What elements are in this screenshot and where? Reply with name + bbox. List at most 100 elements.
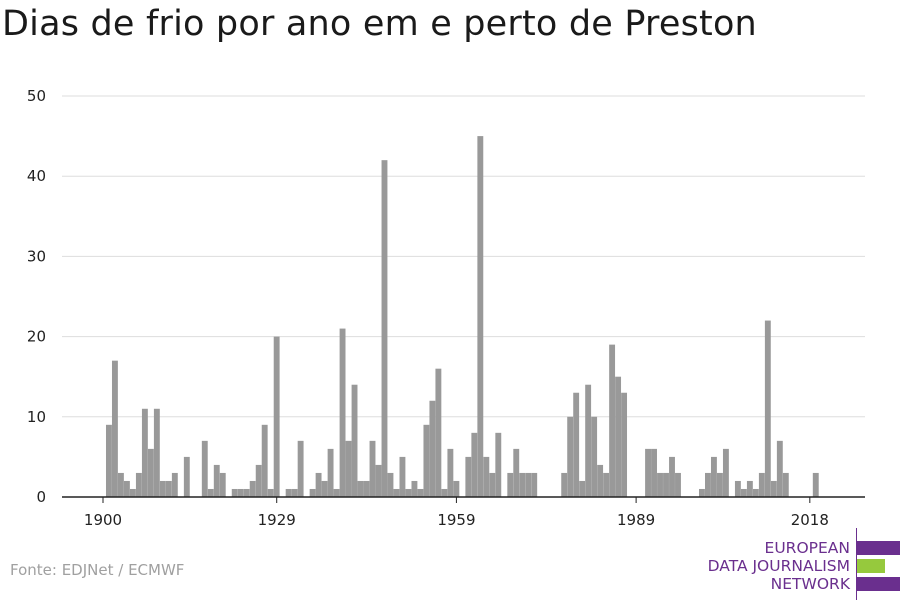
- bar-1917: [201, 440, 208, 497]
- logo-divider: [856, 528, 857, 600]
- bar-1907: [141, 408, 148, 497]
- bar-1995: [669, 456, 675, 497]
- bar-1920: [219, 472, 226, 497]
- bar-2004: [722, 448, 729, 497]
- y-tick-label: 40: [27, 167, 46, 185]
- bar-1911: [165, 480, 172, 497]
- bar-1969: [513, 448, 520, 497]
- bar-2009: [752, 488, 759, 497]
- bar-1991: [645, 448, 651, 497]
- bar-1923: [237, 488, 244, 497]
- bar-1939: [333, 488, 340, 497]
- bar-2006: [734, 480, 741, 497]
- bar-1931: [285, 488, 292, 497]
- bar-1984: [603, 472, 610, 497]
- bar-1987: [621, 392, 628, 497]
- bar-1922: [231, 488, 238, 497]
- bar-1946: [375, 464, 382, 497]
- bar-1966: [495, 432, 502, 497]
- bar-1948: [387, 472, 394, 497]
- bar-2002: [710, 456, 717, 497]
- bar-1927: [261, 424, 268, 497]
- source-note: Fonte: EDJNet / ECMWF: [10, 561, 185, 579]
- bar-1970: [519, 472, 526, 497]
- logo-text-network: NETWORK: [770, 575, 850, 593]
- bar-1906: [135, 472, 142, 497]
- bar-1950: [399, 456, 406, 497]
- gridlines: [62, 95, 865, 418]
- bar-1910: [159, 480, 166, 497]
- bar-1925: [249, 480, 256, 497]
- bar-1936: [315, 472, 322, 497]
- bar-1932: [291, 488, 298, 497]
- bar-1964: [483, 456, 490, 497]
- bar-2012: [770, 480, 777, 497]
- bars: [105, 136, 819, 497]
- y-tick-label: 50: [27, 87, 46, 105]
- bar-1904: [123, 480, 130, 497]
- bar-1980: [579, 480, 586, 497]
- y-tick-label: 20: [27, 328, 46, 346]
- y-tick-label: 0: [36, 488, 46, 506]
- bar-1953: [417, 488, 424, 497]
- bar-1954: [423, 424, 430, 497]
- bar-1905: [129, 488, 136, 497]
- bar-1992: [651, 448, 657, 497]
- bar-1979: [573, 392, 580, 497]
- bar-1951: [405, 488, 412, 497]
- bar-1914: [183, 456, 190, 497]
- x-tick-label: 2018: [791, 511, 829, 529]
- bar-2014: [782, 472, 789, 497]
- bar-2003: [716, 472, 723, 497]
- bar-1957: [441, 488, 448, 497]
- bar-1971: [525, 472, 532, 497]
- logo-bar-green: [857, 559, 885, 573]
- bar-1945: [369, 440, 376, 497]
- bar-1994: [663, 472, 669, 497]
- bar-1944: [363, 480, 370, 497]
- bar-1978: [567, 416, 574, 497]
- bar-1935: [309, 488, 316, 497]
- bar-1996: [675, 472, 681, 497]
- bar-2000: [699, 488, 705, 497]
- bar-1977: [561, 472, 568, 497]
- bar-2008: [746, 480, 753, 497]
- chart-title: Dias de frio por ano em e perto de Prest…: [2, 4, 757, 44]
- bar-1955: [429, 400, 436, 497]
- bar-1941: [345, 440, 352, 497]
- y-tick-label: 30: [27, 247, 46, 265]
- bar-1919: [213, 464, 220, 497]
- bar-1965: [489, 472, 496, 497]
- bar-1968: [507, 472, 514, 497]
- x-tick-label: 1900: [84, 511, 122, 529]
- bar-2019: [812, 472, 819, 497]
- x-tick-label: 1989: [617, 511, 655, 529]
- bar-2011: [764, 320, 771, 497]
- bar-1912: [171, 472, 178, 497]
- bar-1902: [111, 360, 118, 497]
- bar-1986: [615, 376, 622, 497]
- bar-1983: [597, 464, 604, 497]
- bar-1982: [591, 416, 598, 497]
- logo-text-data-journalism: DATA JOURNALISM: [707, 557, 850, 575]
- bar-1942: [351, 384, 358, 497]
- x-axis-ticks: 1900 1929 1959 1989 2018: [84, 497, 829, 529]
- bar-1940: [339, 328, 346, 497]
- x-tick-label: 1929: [258, 511, 296, 529]
- y-tick-label: 10: [27, 408, 46, 426]
- bar-2007: [740, 488, 747, 497]
- bar-2010: [758, 472, 765, 497]
- bar-1959: [453, 480, 460, 497]
- bar-1918: [207, 488, 214, 497]
- bar-1985: [609, 344, 616, 497]
- bar-1949: [393, 488, 400, 497]
- bar-1962: [471, 432, 478, 497]
- y-axis-ticks: 0 10 20 30 40 50: [27, 87, 46, 506]
- logo-bar-purple-top: [857, 541, 900, 555]
- bar-1981: [585, 384, 592, 497]
- bar-1938: [327, 448, 334, 497]
- bar-1901: [105, 424, 112, 497]
- bar-1909: [153, 408, 160, 497]
- bar-1993: [657, 472, 663, 497]
